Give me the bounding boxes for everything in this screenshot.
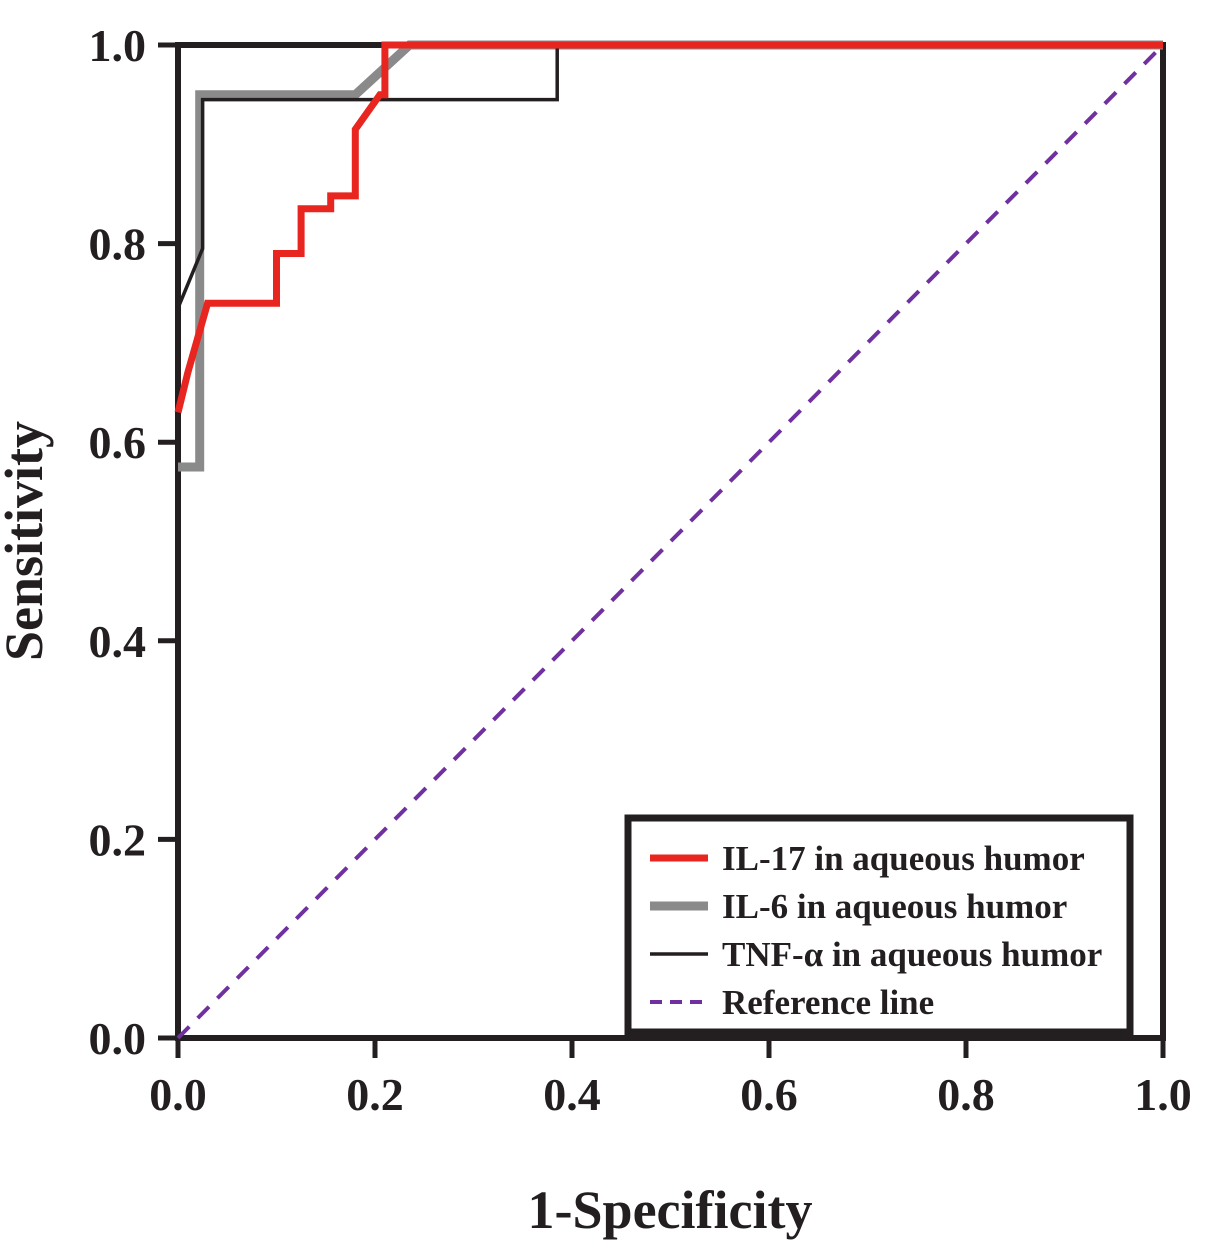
legend-label-il6: IL-6 in aqueous humor	[722, 887, 1067, 926]
reference-curve	[176, 43, 1165, 1040]
y-tick-label: 0.8	[89, 219, 147, 270]
x-tick-label: 0.2	[346, 1069, 404, 1120]
legend-label-il17: IL-17 in aqueous humor	[722, 839, 1085, 878]
il17-curve	[174, 41, 1163, 414]
il6-curve	[178, 40, 1163, 472]
y-tick-label: 1.0	[89, 20, 147, 71]
tnfa-curve	[176, 43, 1163, 309]
y-tick-label: 0.2	[89, 814, 147, 865]
legend-label-tnfa: TNF-α in aqueous humor	[722, 935, 1102, 974]
y-axis-label: Sensitivity	[0, 421, 54, 661]
x-tick-label: 0.0	[149, 1069, 207, 1120]
plot-layer: 0.0 0.2 0.4 0.6 0.8 1.0 0.0 0.2 0.4 0.6 0.8 1.0 IL-1…	[89, 20, 1192, 1120]
y-tick-label: 0.0	[89, 1013, 147, 1064]
x-tick-label: 0.6	[740, 1069, 798, 1120]
x-tick-label: 0.4	[543, 1069, 601, 1120]
y-tick-label: 0.6	[89, 417, 147, 468]
legend-box	[624, 814, 1134, 1036]
y-tick-label: 0.4	[89, 616, 147, 667]
x-axis-label: 1-Specificity	[528, 1180, 813, 1240]
x-tick-label: 0.8	[937, 1069, 995, 1120]
x-tick-label: 1.0	[1134, 1069, 1192, 1120]
legend-label-reference: Reference line	[722, 983, 934, 1022]
